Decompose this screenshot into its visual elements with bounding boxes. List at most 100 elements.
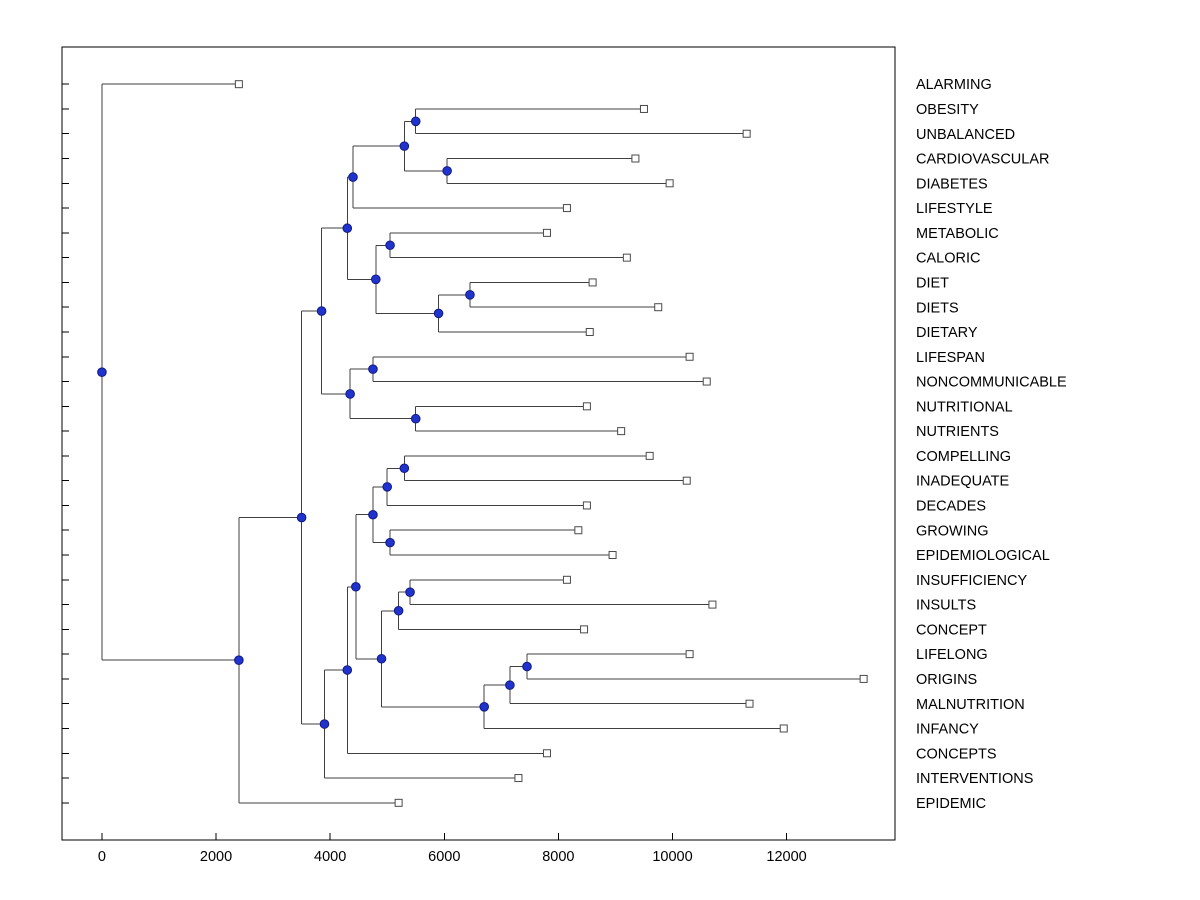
leaf-label: CARDIOVASCULAR	[916, 152, 1049, 168]
leaf-label: CONCEPT	[916, 622, 987, 638]
cluster-node-marker	[442, 166, 452, 176]
leaf-label: COMPELLING	[916, 449, 1011, 465]
cluster-node-marker	[385, 240, 395, 251]
leaf-marker	[665, 179, 674, 188]
leaf-label: ORIGINS	[916, 672, 977, 688]
leaf-marker	[682, 476, 691, 485]
leaf-label: DIETARY	[916, 325, 978, 341]
leaf-marker	[574, 526, 583, 535]
axes-layer: 0 2000 4000 6000 8000 10000 12000	[61, 46, 896, 865]
x-axis-tick-label: 12000	[766, 849, 806, 865]
leaf-marker	[580, 625, 589, 634]
leaf-marker	[608, 551, 617, 560]
cluster-node-marker	[97, 367, 107, 377]
leaf-marker	[542, 749, 551, 758]
x-axis-tick-label: 10000	[652, 849, 692, 865]
label-layer: ALARMING OBESITY UNBALANCED CARDIOVASCULAR D…	[916, 77, 1067, 812]
cluster-node-marker	[348, 172, 358, 182]
x-axis-tick-label: 8000	[542, 849, 574, 865]
leaf-marker	[631, 154, 640, 163]
cluster-node-marker	[385, 537, 395, 548]
leaf-marker	[708, 600, 717, 609]
marker-layer	[97, 80, 868, 807]
cluster-node-marker	[368, 509, 378, 520]
leaf-marker	[234, 80, 243, 89]
leaf-marker	[645, 451, 654, 460]
x-axis-tick-label: 4000	[314, 849, 346, 865]
cluster-node-marker	[465, 290, 475, 300]
leaf-marker	[742, 129, 751, 138]
cluster-node-marker	[342, 665, 353, 675]
leaf-label: DIET	[916, 275, 949, 291]
leaf-label: NUTRITIONAL	[916, 399, 1013, 415]
cluster-node-marker	[405, 587, 415, 597]
leaf-label: LIFESPAN	[916, 350, 985, 366]
leaf-label: EPIDEMIOLOGICAL	[916, 548, 1050, 564]
cluster-node-marker	[345, 389, 355, 399]
leaf-marker	[654, 303, 663, 312]
leaf-label: INSUFFICIENCY	[916, 573, 1028, 589]
cluster-node-marker	[399, 463, 410, 474]
leaf-marker	[745, 699, 754, 708]
leaf-label: GROWING	[916, 523, 989, 539]
cluster-node-marker	[522, 661, 532, 672]
leaf-label: DECADES	[916, 499, 986, 515]
leaf-marker	[394, 798, 403, 807]
cluster-node-marker	[342, 223, 353, 234]
leaf-label: INSULTS	[916, 598, 976, 614]
cluster-node-marker	[376, 653, 387, 664]
leaf-marker	[514, 774, 523, 783]
cluster-node-marker	[410, 116, 421, 127]
leaf-label: MALNUTRITION	[916, 697, 1025, 713]
leaf-label: METABOLIC	[916, 226, 999, 242]
cluster-node-marker	[296, 512, 307, 523]
leaf-marker	[685, 650, 694, 659]
leaf-label: LIFESTYLE	[916, 201, 993, 217]
cluster-node-marker	[316, 306, 327, 316]
leaf-label: ALARMING	[916, 77, 992, 93]
leaf-marker	[622, 253, 631, 262]
leaf-label: INADEQUATE	[916, 474, 1010, 490]
leaf-label: INTERVENTIONS	[916, 771, 1033, 787]
leaf-marker	[562, 204, 571, 213]
cluster-node-marker	[319, 719, 330, 729]
leaf-label: CALORIC	[916, 251, 980, 267]
x-axis-tick-label: 6000	[428, 849, 460, 865]
cluster-node-marker	[479, 702, 490, 712]
cluster-node-marker	[410, 413, 421, 424]
cluster-node-marker	[371, 274, 381, 285]
leaf-marker	[542, 228, 551, 237]
leaf-marker	[702, 377, 711, 386]
leaf-label: EPIDEMIC	[916, 796, 986, 812]
cluster-node-marker	[382, 482, 393, 492]
x-axis-tick-label: 0	[98, 849, 106, 865]
leaf-marker	[779, 724, 788, 733]
plot-box	[61, 46, 896, 841]
cluster-node-marker	[351, 581, 361, 592]
leaf-marker	[585, 327, 594, 336]
cluster-node-marker	[505, 680, 515, 690]
leaf-label: UNBALANCED	[916, 127, 1015, 143]
leaf-marker	[685, 352, 694, 361]
x-axis-tick-label: 2000	[200, 849, 232, 865]
leaf-marker	[582, 501, 591, 510]
leaf-marker	[617, 427, 626, 436]
leaf-label: CONCEPTS	[916, 746, 997, 762]
leaf-marker	[582, 402, 591, 411]
cluster-node-marker	[234, 655, 244, 665]
leaf-marker	[588, 278, 597, 287]
leaf-label: OBESITY	[916, 102, 979, 118]
cluster-node-marker	[368, 364, 378, 374]
leaf-label: NUTRIENTS	[916, 424, 999, 440]
leaf-label: INFANCY	[916, 722, 979, 738]
leaf-label: LIFELONG	[916, 647, 988, 663]
leaf-label: DIETS	[916, 300, 959, 316]
leaf-marker	[562, 575, 571, 584]
leaf-label: DIABETES	[916, 176, 988, 192]
cluster-node-marker	[433, 308, 444, 319]
leaf-marker	[859, 674, 868, 683]
leaf-marker	[639, 104, 648, 113]
leaf-label: NONCOMMUNICABLE	[916, 375, 1067, 391]
